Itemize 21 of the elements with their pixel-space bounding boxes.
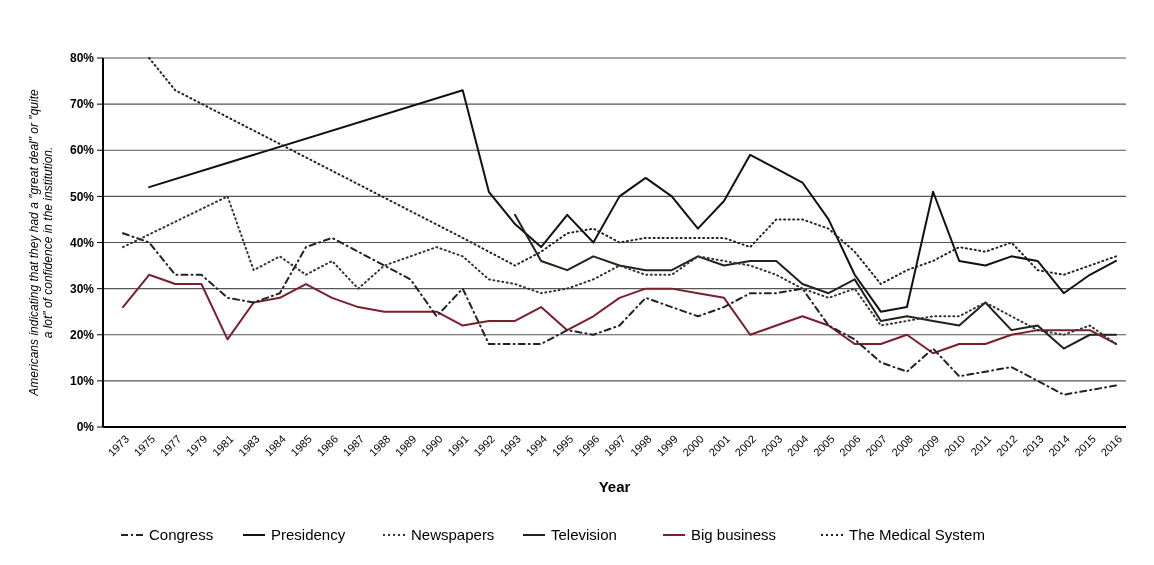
legend-label: Presidency xyxy=(271,526,346,544)
y-tick-label: 60% xyxy=(69,143,95,158)
line-series xyxy=(122,232,1117,396)
y-tick-label: 40% xyxy=(69,235,95,250)
legend-label: Television xyxy=(551,526,617,544)
y-tick-label: 70% xyxy=(69,97,95,112)
y-tick-label: 50% xyxy=(69,189,95,204)
legend-label: Congress xyxy=(149,526,214,544)
y-tick-label: 0% xyxy=(76,420,95,435)
y-tick-label: 10% xyxy=(69,374,95,389)
y-tick-label: 20% xyxy=(69,327,95,342)
line-series xyxy=(148,89,1117,313)
y-axis-title: Americans indicating that they had a "great deal" or "quite a lot" of confidence in the institution. xyxy=(27,89,55,397)
y-tick-label: 80% xyxy=(69,51,95,66)
line-series xyxy=(122,195,1117,345)
y-tick-label: 30% xyxy=(69,281,95,296)
legend-label: The Medical System xyxy=(849,526,985,544)
legend-label: Big business xyxy=(691,526,777,544)
legend-label: Newspapers xyxy=(411,526,495,544)
line-series xyxy=(122,273,1117,355)
x-axis-title: Year xyxy=(598,478,631,495)
